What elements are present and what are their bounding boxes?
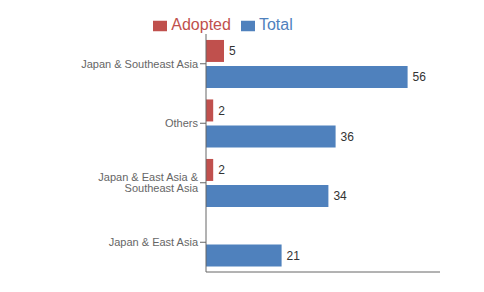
svg-text:2: 2 <box>218 104 225 118</box>
svg-text:56: 56 <box>413 70 427 84</box>
svg-text:5: 5 <box>229 44 236 58</box>
svg-text:Japan & Southeast Asia: Japan & Southeast Asia <box>81 58 199 70</box>
svg-text:21: 21 <box>287 249 301 263</box>
svg-text:36: 36 <box>341 130 355 144</box>
svg-text:Others: Others <box>165 117 199 129</box>
html-text:Adopted: Adopted <box>171 16 231 33</box>
html-text:Total: Total <box>258 16 293 33</box>
svg-text:Japan & East Asia: Japan & East Asia <box>109 236 199 248</box>
svg-text:Japan & East Asia &Southeast A: Japan & East Asia &Southeast Asia <box>98 171 199 194</box>
svg-text:2: 2 <box>218 163 225 177</box>
svg-text:34: 34 <box>333 189 347 203</box>
